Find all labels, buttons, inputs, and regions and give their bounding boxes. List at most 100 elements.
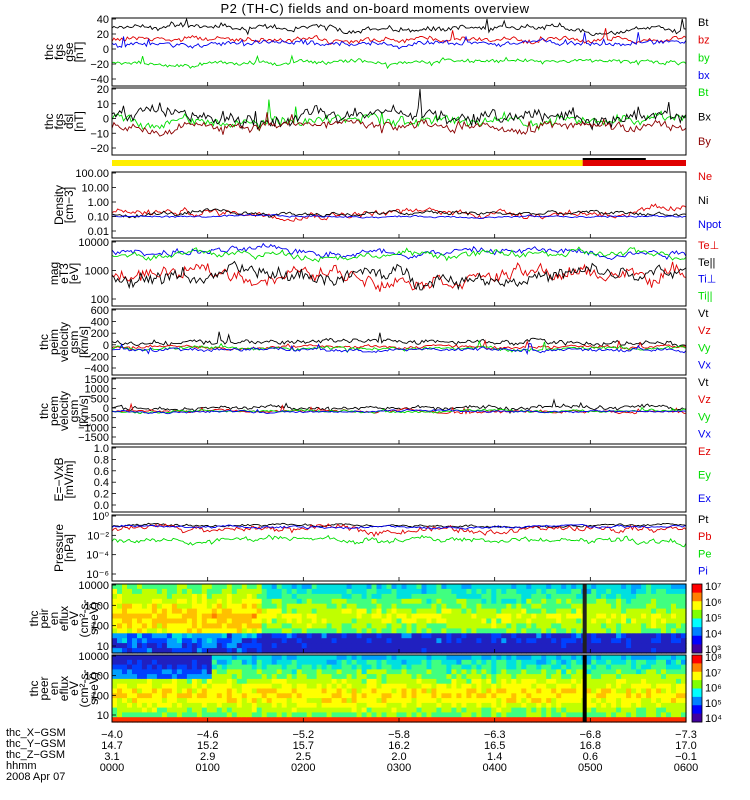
- spectrogram-cell: [626, 633, 632, 639]
- spectrogram-cell: [676, 669, 682, 675]
- spectrogram-cell: [586, 693, 592, 699]
- spectrogram-cell: [316, 655, 323, 661]
- spectrogram-cell: [601, 655, 607, 661]
- spectrogram-cell: [416, 618, 423, 624]
- spectrogram-cell: [306, 608, 313, 615]
- spectrogram-cell: [146, 678, 153, 685]
- spectrogram-cell: [291, 648, 298, 654]
- spectrogram-cell: [521, 643, 527, 649]
- spectrogram-cell: [276, 593, 283, 600]
- spectrogram-cell: [591, 593, 597, 600]
- spectrogram-cell: [161, 588, 168, 595]
- spectrogram-cell: [406, 693, 413, 699]
- spectrogram-cell: [566, 664, 572, 670]
- spectrogram-cell: [271, 613, 278, 620]
- spectrogram-cell: [476, 623, 482, 629]
- spectrogram-cell: [281, 593, 288, 600]
- spectrogram-cell: [416, 669, 423, 675]
- spectrogram-cell: [341, 659, 348, 666]
- spectrogram-cell: [596, 702, 602, 709]
- y-axis-label: dsl: [62, 114, 76, 129]
- spectrogram-cell: [191, 593, 198, 600]
- spectrogram-cell: [671, 702, 677, 709]
- spectrogram-cell: [596, 608, 602, 615]
- spectrogram-cell: [541, 588, 547, 595]
- spectrogram-cell: [206, 678, 213, 685]
- spectrogram-cell: [221, 593, 228, 600]
- spectrogram-cell: [137, 643, 143, 649]
- spectrogram-cell: [421, 707, 428, 713]
- spectrogram-cell: [176, 664, 183, 670]
- spectrogram-cell: [301, 638, 308, 644]
- spectrogram-cell: [336, 584, 343, 590]
- spectrogram-cell: [236, 712, 243, 718]
- x-axis-tick-label: −6.3: [484, 729, 506, 741]
- spectrogram-cell: [516, 655, 522, 661]
- spectrogram-cell: [541, 603, 547, 610]
- spectrogram-cell: [516, 707, 522, 713]
- spectrogram-cell: [471, 618, 477, 624]
- spectrogram-cell: [151, 628, 158, 634]
- spectrogram-cell: [351, 593, 358, 600]
- spectrogram-cell: [646, 717, 652, 723]
- y-tick-label: −20: [90, 59, 109, 71]
- spectrogram-cell: [117, 707, 123, 713]
- spectrogram-cell: [351, 588, 358, 595]
- spectrogram-cell: [366, 688, 373, 694]
- x-axis-tick-label: 15.7: [293, 740, 314, 752]
- spectrogram-cell: [511, 674, 517, 680]
- spectrogram-cell: [666, 613, 672, 620]
- spectrogram-cell: [361, 593, 368, 600]
- spectrogram-cell: [551, 659, 557, 666]
- spectrogram-cell: [411, 707, 418, 713]
- y-tick-label: 0: [103, 114, 109, 126]
- spectrogram-cell: [496, 638, 502, 644]
- spectrogram-cell: [122, 648, 128, 654]
- spectrogram-cell: [461, 613, 467, 620]
- spectrogram-cell: [596, 648, 602, 654]
- spectrogram-cell: [166, 628, 173, 634]
- spectrogram-cell: [431, 638, 437, 644]
- spectrogram-cell: [661, 608, 667, 615]
- spectrogram-cell: [127, 688, 133, 694]
- spectrogram-cell: [346, 643, 353, 649]
- spectrogram-cell: [321, 693, 328, 699]
- spectrogram-cell: [196, 659, 203, 666]
- spectrogram-cell: [281, 669, 288, 675]
- spectrogram-cell: [186, 683, 193, 690]
- spectrogram-cell: [481, 588, 487, 595]
- spectrogram-cell: [296, 608, 303, 615]
- spectrogram-cell: [186, 698, 193, 704]
- spectrogram-cell: [526, 717, 532, 723]
- spectrogram-cell: [406, 664, 413, 670]
- spectrogram-cell: [636, 638, 642, 644]
- spectrogram-cell: [117, 698, 123, 704]
- spectrogram-cell: [226, 643, 233, 649]
- spectrogram-cell: [446, 712, 452, 718]
- spectrogram-cell: [381, 674, 388, 680]
- spectrogram-cell: [571, 623, 577, 629]
- spectrogram-cell: [396, 659, 403, 666]
- spectrogram-cell: [466, 618, 472, 624]
- y-tick-label: −20: [90, 143, 109, 155]
- spectrogram-cell: [661, 613, 667, 620]
- spectrogram-cell: [201, 717, 208, 723]
- spectrogram-cell: [171, 712, 178, 718]
- spectrogram-cell: [117, 603, 123, 610]
- spectrogram-cell: [571, 702, 577, 709]
- spectrogram-cell: [161, 593, 168, 600]
- spectrogram-cell: [246, 648, 253, 654]
- spectrogram-cell: [626, 678, 632, 685]
- spectrogram-cell: [491, 633, 497, 639]
- spectrogram-cell: [476, 613, 482, 620]
- spectrogram-cell: [112, 613, 118, 620]
- spectrogram-cell: [681, 702, 687, 709]
- spectrogram-cell: [656, 669, 662, 675]
- spectrogram-cell: [336, 698, 343, 704]
- spectrogram-cell: [117, 688, 123, 694]
- spectrogram-cell: [376, 623, 383, 629]
- spectrogram-cell: [586, 707, 592, 713]
- spectrogram-cell: [651, 693, 657, 699]
- spectrogram-cell: [411, 638, 418, 644]
- spectrogram-cell: [361, 683, 368, 690]
